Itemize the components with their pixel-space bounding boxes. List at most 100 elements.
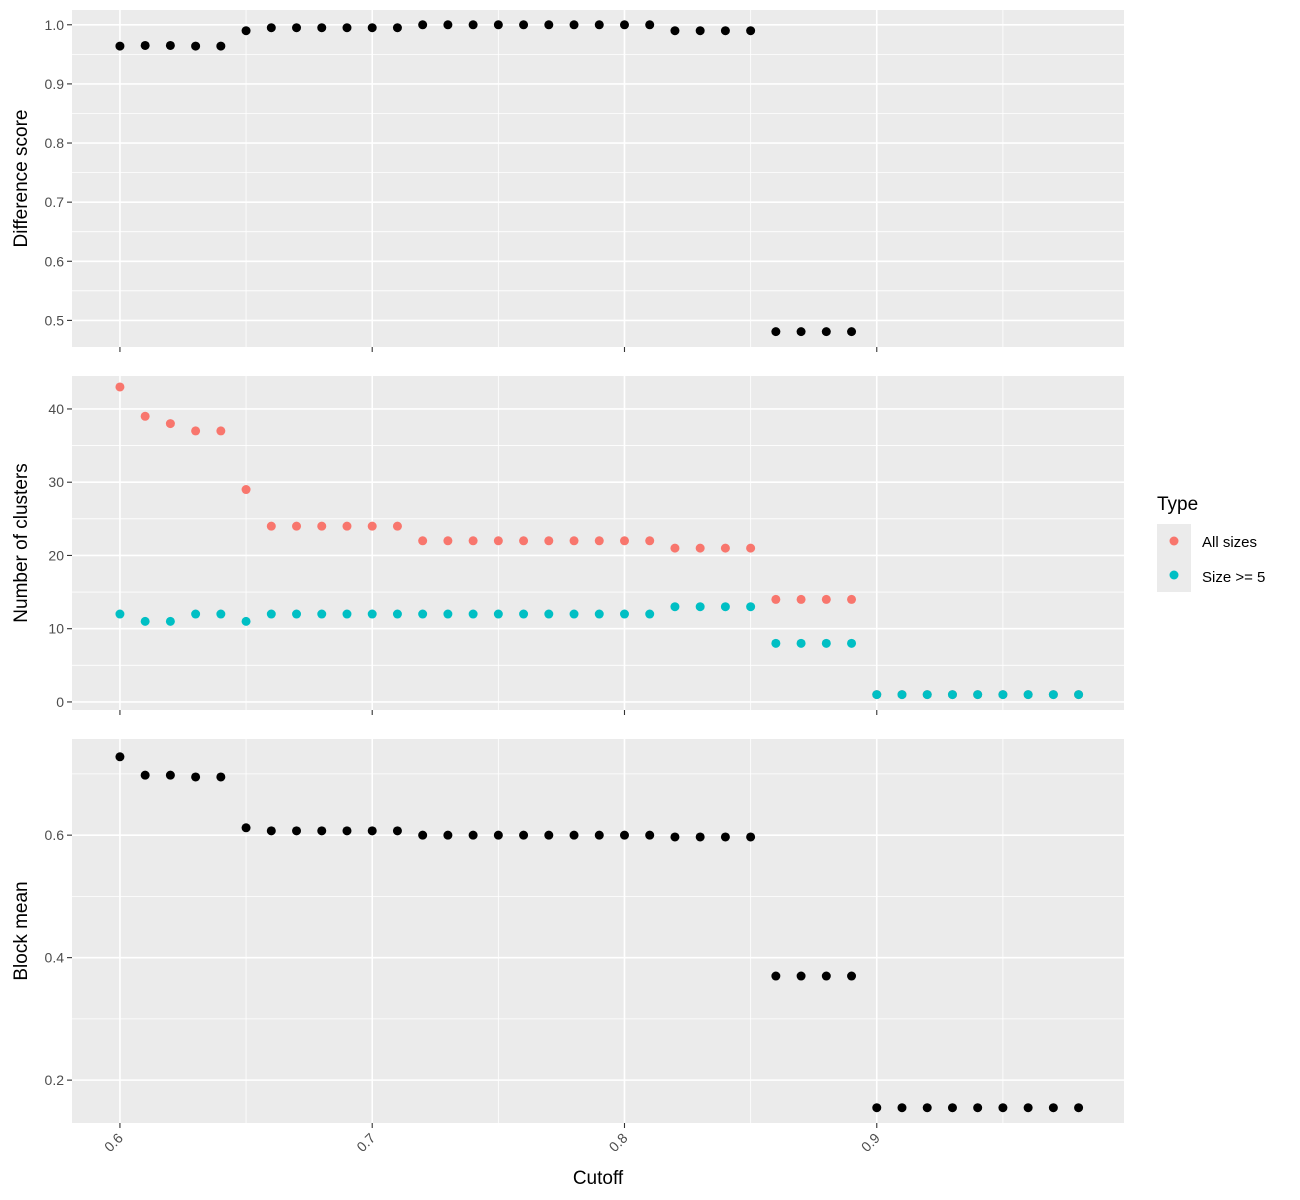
data-point	[897, 690, 907, 700]
data-point	[292, 23, 302, 33]
data-point	[392, 23, 402, 33]
data-point	[292, 609, 302, 619]
data-point	[796, 327, 806, 337]
data-point	[619, 830, 629, 840]
data-point	[695, 832, 705, 842]
x-axis: 0.6 0.7 0.8 0.9	[101, 1130, 883, 1155]
data-point	[468, 536, 478, 546]
panel-background	[72, 739, 1124, 1123]
data-point	[796, 971, 806, 981]
data-point	[241, 26, 251, 36]
data-point	[847, 971, 857, 981]
data-point	[544, 20, 554, 30]
y-tick-label: 0	[56, 694, 64, 710]
panel-3: 0.2 0.4 0.6 Block mean	[11, 739, 1124, 1128]
data-point	[191, 41, 201, 51]
data-point	[165, 616, 175, 626]
data-point	[342, 826, 352, 836]
data-point	[519, 536, 529, 546]
data-point	[947, 690, 957, 700]
data-point	[594, 536, 604, 546]
data-point	[872, 690, 882, 700]
data-point	[1048, 1103, 1058, 1113]
data-point	[367, 609, 377, 619]
legend: Type All sizes Size >= 5	[1157, 494, 1265, 592]
data-point	[771, 594, 781, 604]
legend-label-size-5: Size >= 5	[1202, 569, 1265, 586]
y-axis-title: Number of clusters	[11, 463, 32, 622]
data-point	[746, 602, 756, 612]
data-point	[115, 41, 125, 51]
data-point	[493, 609, 503, 619]
data-point	[317, 23, 327, 33]
data-point	[342, 609, 352, 619]
data-point	[922, 1103, 932, 1113]
y-tick-label: 0.7	[45, 194, 65, 210]
data-point	[645, 536, 655, 546]
data-point	[115, 609, 125, 619]
data-point	[569, 536, 579, 546]
data-point	[140, 616, 150, 626]
data-point	[342, 23, 352, 33]
y-tick-label: 0.8	[45, 135, 65, 151]
data-point	[191, 772, 201, 782]
data-point	[619, 609, 629, 619]
data-point	[1074, 1103, 1084, 1113]
data-point	[720, 543, 730, 553]
data-point	[872, 1103, 882, 1113]
data-point	[418, 536, 428, 546]
data-point	[519, 830, 529, 840]
data-point	[670, 832, 680, 842]
data-point	[418, 20, 428, 30]
data-point	[468, 20, 478, 30]
data-point	[115, 752, 125, 762]
data-point	[821, 971, 831, 981]
data-point	[998, 690, 1008, 700]
data-point	[367, 521, 377, 531]
data-point	[947, 1103, 957, 1113]
data-point	[973, 1103, 983, 1113]
data-point	[821, 594, 831, 604]
panel-1: 0.5 0.6 0.7 0.8 0.9 1.0 Difference score	[11, 10, 1124, 352]
series-points	[115, 602, 1084, 700]
data-point	[165, 40, 175, 50]
data-point	[216, 772, 226, 782]
data-point	[266, 23, 276, 33]
data-point	[771, 638, 781, 648]
x-axis-title: Cutoff	[573, 1168, 624, 1189]
data-point	[998, 1103, 1008, 1113]
data-point	[619, 20, 629, 30]
data-point	[266, 609, 276, 619]
data-point	[191, 609, 201, 619]
data-point	[519, 20, 529, 30]
data-point	[342, 521, 352, 531]
data-point	[443, 20, 453, 30]
legend-key-all-sizes	[1169, 536, 1179, 546]
data-point	[216, 426, 226, 436]
x-tick-label: 0.6	[101, 1130, 126, 1155]
data-point	[720, 602, 730, 612]
data-point	[241, 823, 251, 833]
panel-background	[72, 10, 1124, 347]
data-point	[317, 609, 327, 619]
x-tick-label: 0.7	[353, 1130, 378, 1155]
x-tick-label: 0.8	[606, 1130, 631, 1155]
data-point	[746, 543, 756, 553]
y-tick-label: 20	[48, 547, 64, 563]
legend-key-size-5	[1169, 570, 1179, 580]
data-point	[468, 609, 478, 619]
data-point	[443, 536, 453, 546]
data-point	[645, 609, 655, 619]
data-point	[771, 971, 781, 981]
data-point	[443, 830, 453, 840]
data-point	[847, 638, 857, 648]
data-point	[216, 41, 226, 51]
data-point	[594, 20, 604, 30]
series-points	[115, 20, 857, 337]
data-point	[847, 594, 857, 604]
chart-panels: 0.5 0.6 0.7 0.8 0.9 1.0 Difference score 0 10 20 3…	[11, 10, 1124, 1128]
data-point	[1023, 690, 1033, 700]
data-point	[695, 543, 705, 553]
data-point	[140, 411, 150, 421]
y-axis-title: Difference score	[11, 110, 32, 248]
